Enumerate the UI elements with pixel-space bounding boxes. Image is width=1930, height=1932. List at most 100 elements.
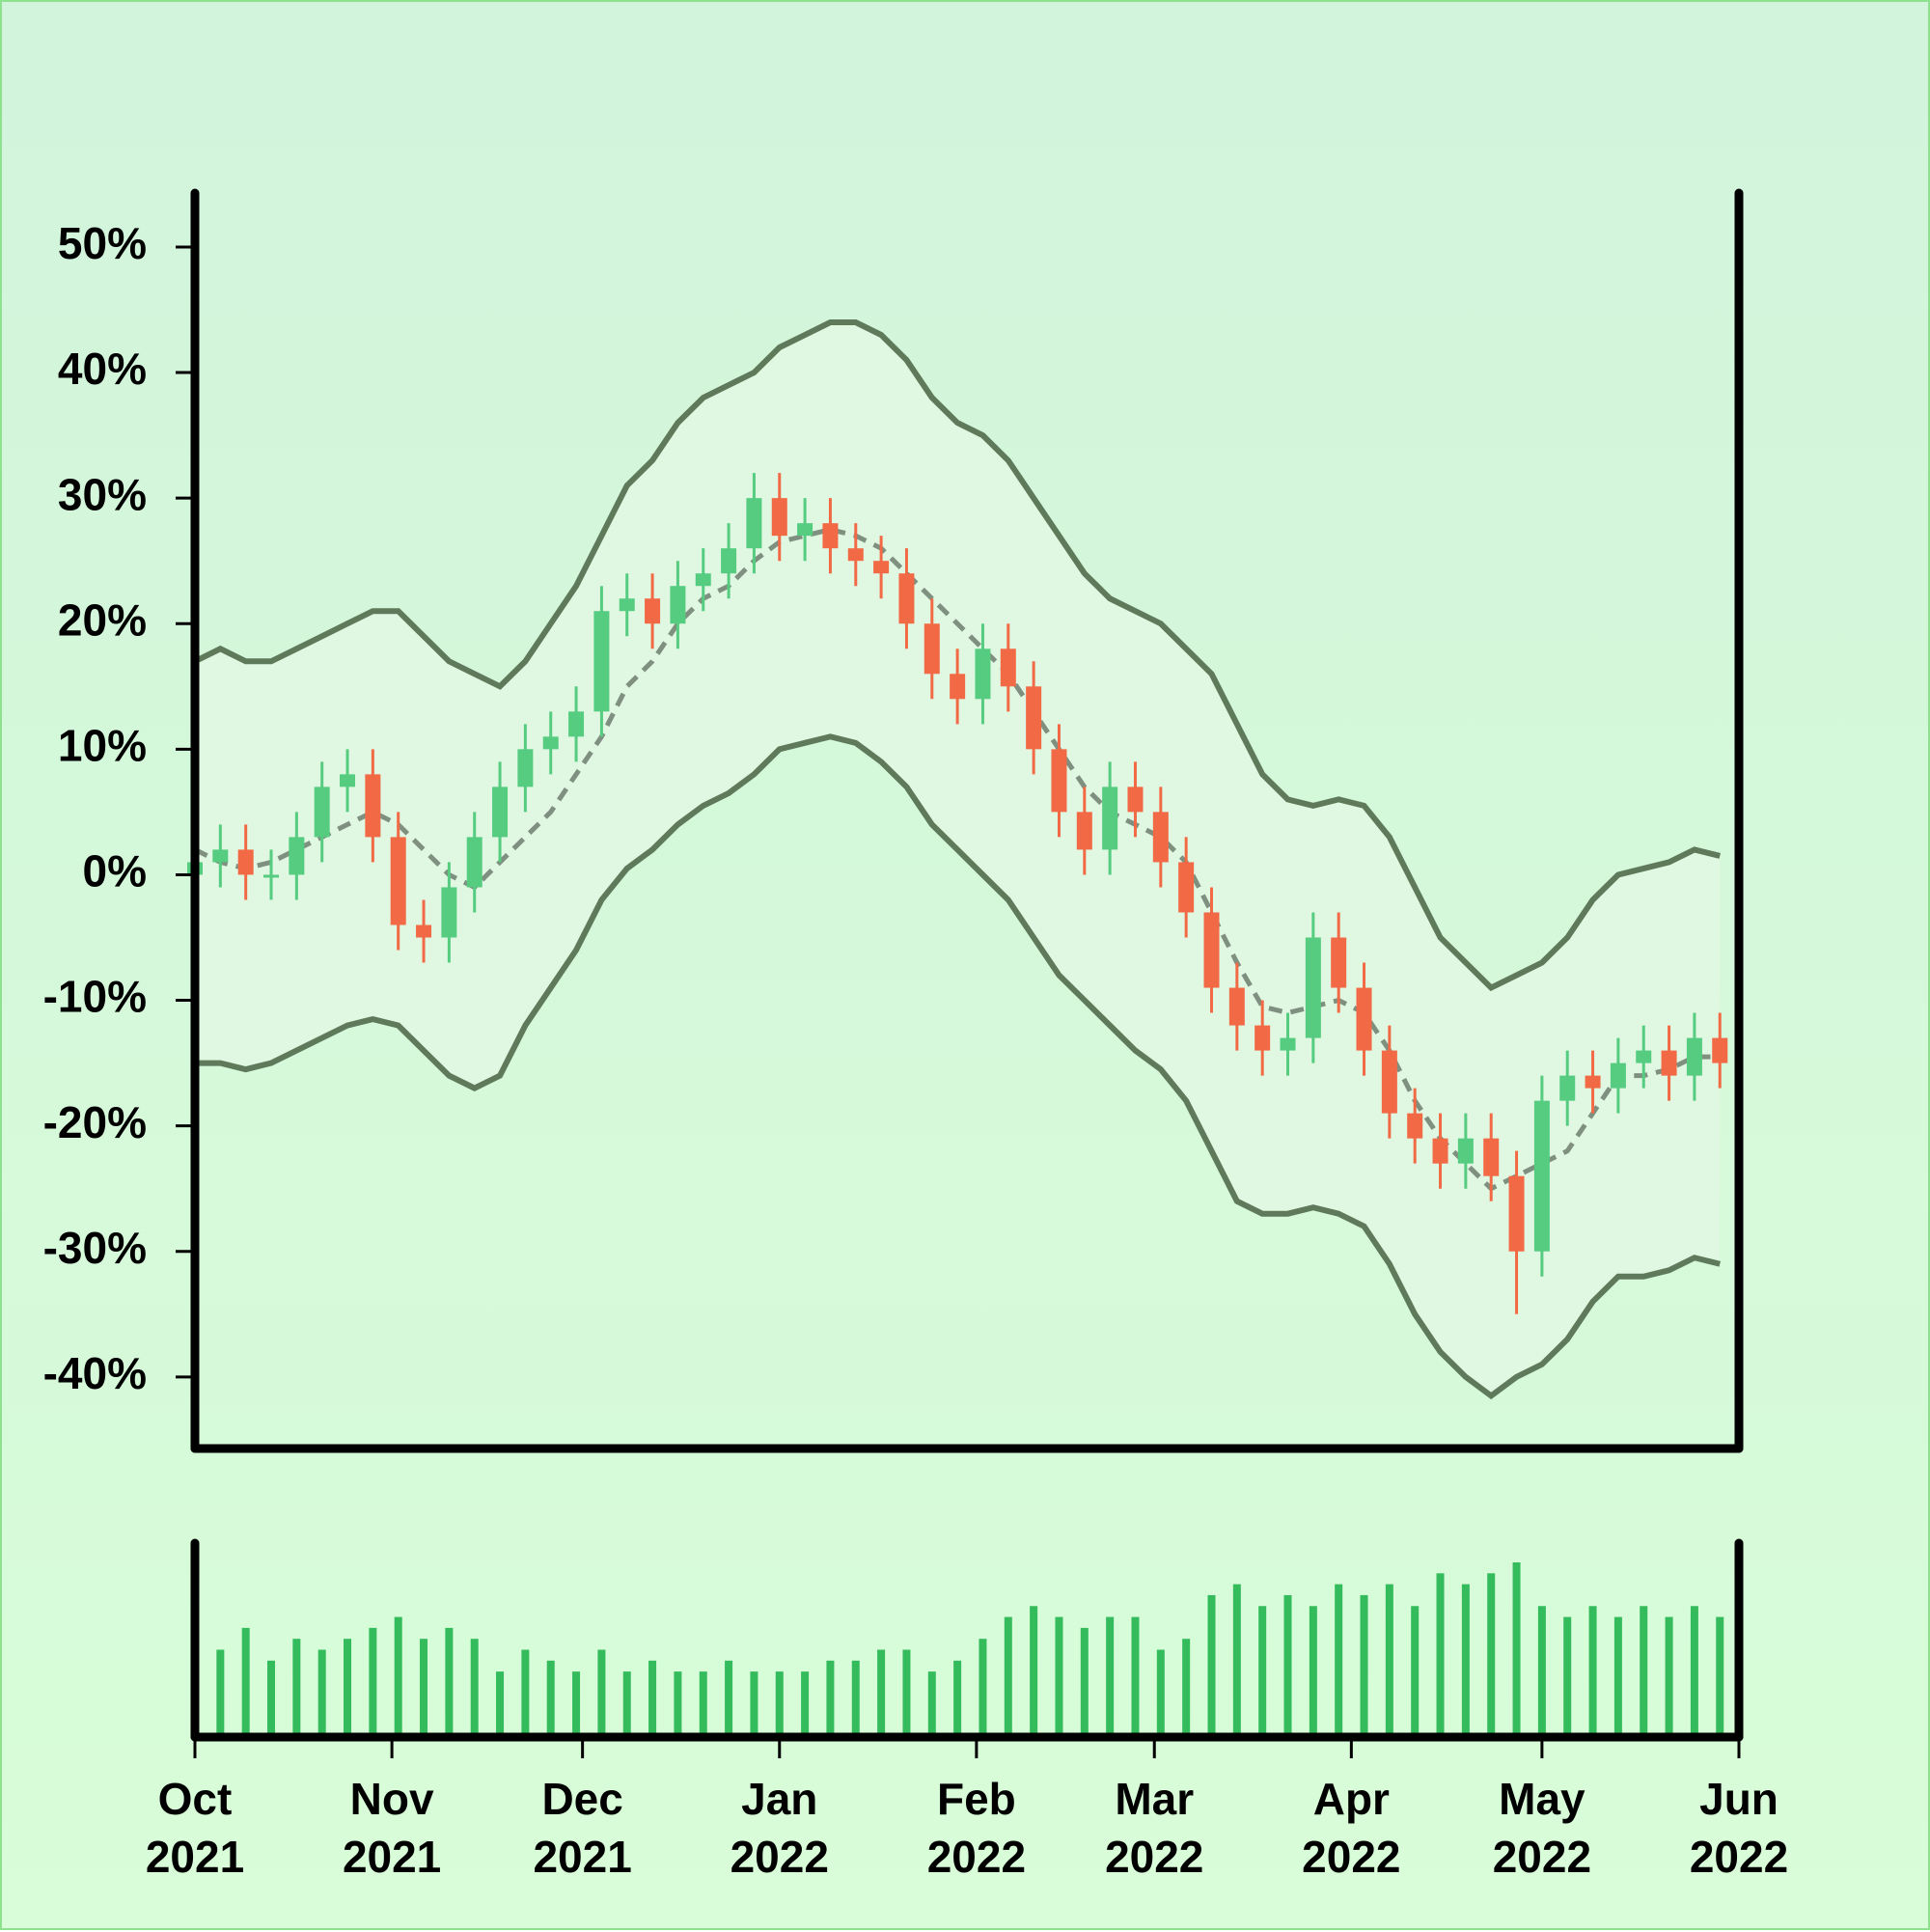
volume-bar bbox=[1665, 1616, 1673, 1737]
candle-body bbox=[568, 711, 585, 737]
x-tick-label: Oct 2021 bbox=[145, 1774, 245, 1882]
volume-bar bbox=[674, 1671, 682, 1737]
candle-body bbox=[975, 649, 991, 700]
volume-bar bbox=[317, 1649, 326, 1737]
x-tick-label: May 2022 bbox=[1492, 1774, 1592, 1882]
volume-bar bbox=[1131, 1616, 1140, 1737]
volume-bar bbox=[1080, 1627, 1089, 1737]
volume-bar bbox=[496, 1671, 505, 1737]
candle-body bbox=[898, 573, 915, 624]
volume-bar bbox=[597, 1649, 606, 1737]
lower-band bbox=[195, 733, 1721, 1400]
candle-body bbox=[746, 498, 762, 549]
volume-bar bbox=[953, 1660, 962, 1737]
candle-body bbox=[822, 523, 839, 549]
candle-body bbox=[670, 586, 686, 624]
volume-bar bbox=[546, 1660, 555, 1737]
candle-body bbox=[390, 837, 406, 925]
candle-body bbox=[1356, 987, 1372, 1051]
y-tick-label: 0% bbox=[83, 846, 147, 897]
volume-bar bbox=[1360, 1594, 1368, 1737]
y-tick-label: 30% bbox=[58, 469, 147, 519]
volume-bar bbox=[725, 1660, 733, 1737]
candle-body bbox=[441, 887, 457, 938]
volume-bar bbox=[1207, 1594, 1216, 1737]
volume-bar bbox=[622, 1671, 631, 1737]
candle-body bbox=[1457, 1138, 1474, 1164]
volume-bar bbox=[750, 1671, 758, 1737]
volume-bar bbox=[1512, 1562, 1521, 1737]
x-tick-label: Nov 2021 bbox=[342, 1774, 442, 1882]
volume-bar bbox=[877, 1649, 886, 1737]
candle-body bbox=[1483, 1138, 1500, 1176]
y-tick-label: -30% bbox=[43, 1223, 147, 1273]
x-tick-label: Jan 2022 bbox=[730, 1774, 829, 1882]
y-tick-label: -40% bbox=[43, 1348, 147, 1398]
volume-bar bbox=[216, 1649, 225, 1737]
candle-body bbox=[1686, 1037, 1702, 1076]
volume-bar bbox=[292, 1639, 301, 1737]
candle-body bbox=[517, 749, 534, 787]
volume-bar bbox=[1461, 1584, 1470, 1737]
candle-body bbox=[1203, 912, 1220, 988]
volume-bar bbox=[1640, 1606, 1648, 1737]
volume-bar bbox=[369, 1627, 377, 1737]
candle-body bbox=[1228, 987, 1245, 1026]
candle-body bbox=[1026, 686, 1042, 750]
volume-bar bbox=[1283, 1594, 1292, 1737]
volume-bar bbox=[241, 1627, 250, 1737]
volume-bar bbox=[470, 1639, 479, 1737]
y-tick-label: -10% bbox=[43, 972, 147, 1022]
volume-bar bbox=[1335, 1584, 1343, 1737]
candle-body bbox=[619, 598, 635, 612]
upper-band bbox=[193, 319, 1721, 992]
y-tick-label: 10% bbox=[58, 720, 147, 770]
volume-bar bbox=[1030, 1606, 1038, 1737]
y-tick-label: -20% bbox=[43, 1097, 147, 1147]
candle-body bbox=[771, 498, 787, 537]
x-tick-label: Apr 2022 bbox=[1302, 1774, 1401, 1882]
candle-body bbox=[1712, 1037, 1728, 1063]
candle-body bbox=[542, 736, 559, 750]
candle-body bbox=[1610, 1063, 1626, 1089]
candle-body bbox=[416, 925, 432, 938]
volume-bar bbox=[445, 1627, 454, 1737]
volume-bar bbox=[394, 1616, 402, 1737]
x-tick-label: Mar 2022 bbox=[1105, 1774, 1204, 1882]
candle-body bbox=[1051, 749, 1067, 813]
candle-body bbox=[1508, 1175, 1525, 1252]
x-tick-label: Jun 2022 bbox=[1689, 1774, 1789, 1882]
volume-bar bbox=[1487, 1573, 1496, 1737]
candle-body bbox=[873, 561, 890, 574]
candle-body bbox=[797, 523, 813, 537]
volume-bar bbox=[344, 1639, 352, 1737]
candle-body bbox=[924, 623, 940, 675]
volume-bar bbox=[1232, 1584, 1241, 1737]
candle-body bbox=[1280, 1037, 1296, 1051]
x-tick-label: Feb 2022 bbox=[926, 1774, 1027, 1882]
volume-bar bbox=[1563, 1616, 1572, 1737]
candle-body bbox=[1533, 1100, 1550, 1252]
candle-body bbox=[492, 787, 509, 838]
candle-body bbox=[645, 598, 661, 624]
candle-body bbox=[950, 674, 966, 700]
volume-bar bbox=[1106, 1616, 1115, 1737]
candle-body bbox=[340, 774, 356, 787]
candle-body bbox=[1661, 1050, 1677, 1076]
y-tick-label: 40% bbox=[58, 344, 147, 394]
volume-bar bbox=[1588, 1606, 1597, 1737]
candle-body bbox=[1585, 1075, 1601, 1089]
volume-bar bbox=[1690, 1606, 1698, 1737]
volume-bar bbox=[1537, 1606, 1546, 1737]
candle-body bbox=[1331, 937, 1347, 988]
volume-bar bbox=[699, 1671, 707, 1737]
candle-body bbox=[1381, 1050, 1397, 1114]
volume-bar bbox=[851, 1660, 860, 1737]
volume-bar bbox=[1716, 1616, 1724, 1737]
volume-bar bbox=[826, 1660, 835, 1737]
candle-body bbox=[1636, 1050, 1652, 1063]
x-tick-label: Dec 2021 bbox=[533, 1774, 632, 1882]
candle-body bbox=[1254, 1025, 1271, 1051]
candle-body bbox=[466, 837, 482, 888]
